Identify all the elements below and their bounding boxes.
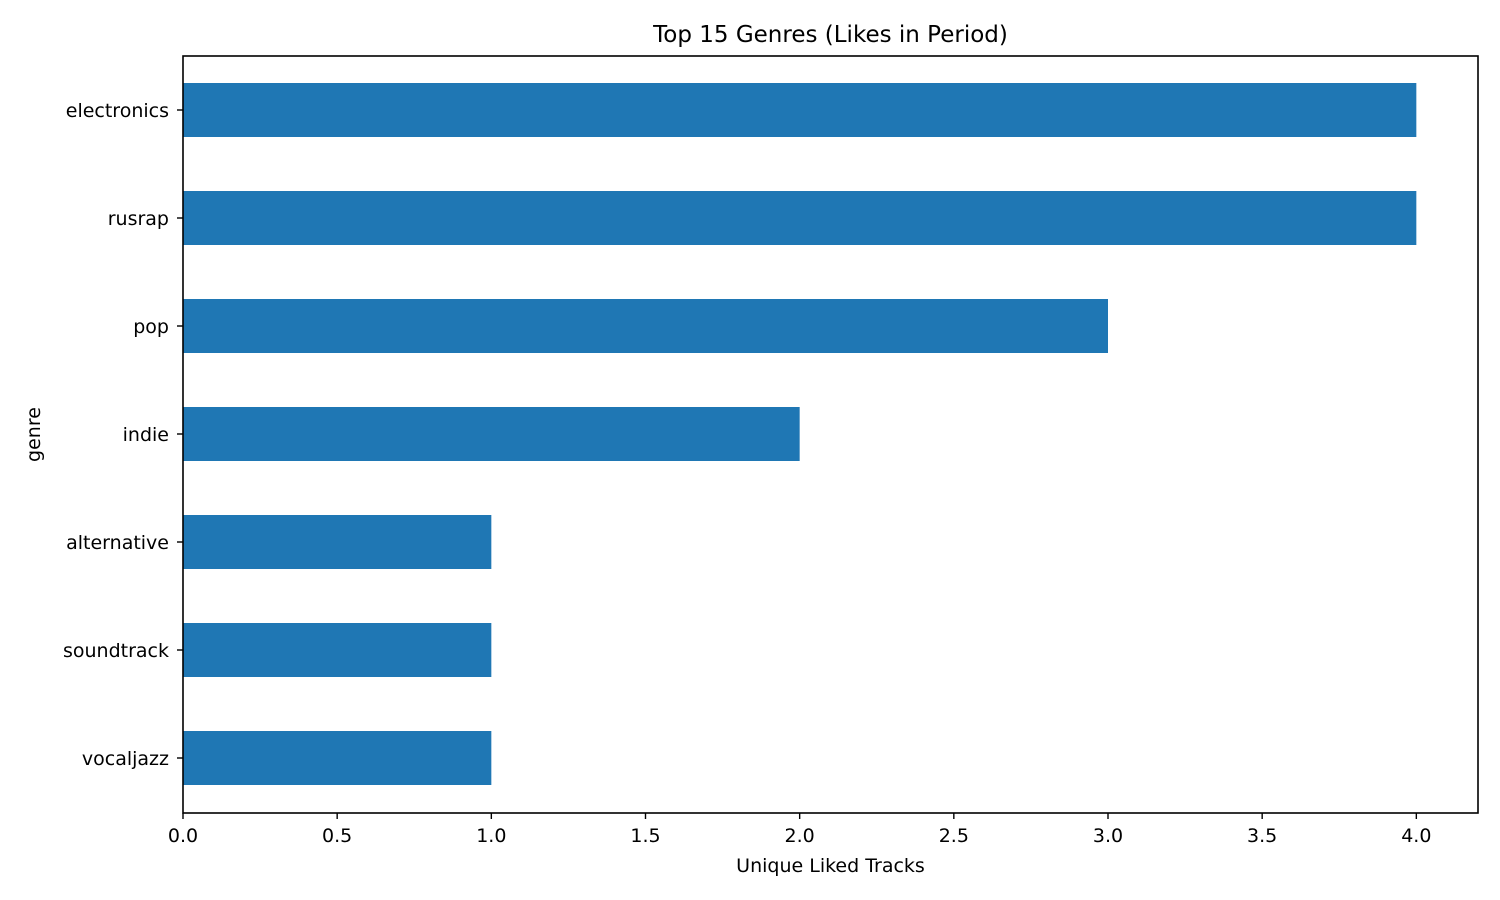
y-tick-label: alternative [66, 532, 169, 554]
y-tick-label: electronics [66, 100, 169, 122]
bar-soundtrack [183, 623, 492, 677]
x-tick-label: 4.0 [1401, 825, 1431, 847]
x-tick-label: 3.5 [1247, 825, 1277, 847]
x-axis-label: Unique Liked Tracks [736, 855, 925, 877]
x-axis-ticks: 0.0 0.5 1.0 1.5 2.0 2.5 3.0 3.5 4.0 [168, 813, 1431, 847]
y-axis-ticks: electronics rusrap pop indie alternative soun… [63, 100, 183, 770]
bar-vocaljazz [183, 731, 492, 785]
chart-title: Top 15 Genres (Likes in Period) [652, 22, 1008, 48]
y-tick-label: pop [133, 316, 169, 338]
plot-frame [182, 55, 1479, 814]
x-tick-label: 1.5 [630, 825, 660, 847]
y-tick-label: rusrap [108, 208, 169, 230]
x-tick-label: 2.5 [939, 825, 969, 847]
bar-pop [183, 299, 1108, 353]
x-tick-label: 0.0 [168, 825, 198, 847]
y-tick-label: indie [123, 424, 169, 446]
x-tick-label: 1.0 [476, 825, 506, 847]
bar-rusrap [183, 191, 1417, 245]
y-tick-label: soundtrack [63, 640, 169, 662]
bars-group [183, 83, 1417, 785]
x-tick-label: 0.5 [322, 825, 352, 847]
x-tick-label: 2.0 [785, 825, 815, 847]
y-tick-label: vocaljazz [82, 748, 169, 770]
bar-electronics [183, 83, 1417, 137]
bar-alternative [183, 515, 492, 569]
bar-indie [183, 407, 800, 461]
x-tick-label: 3.0 [1093, 825, 1123, 847]
y-axis-label: genre [23, 407, 45, 462]
